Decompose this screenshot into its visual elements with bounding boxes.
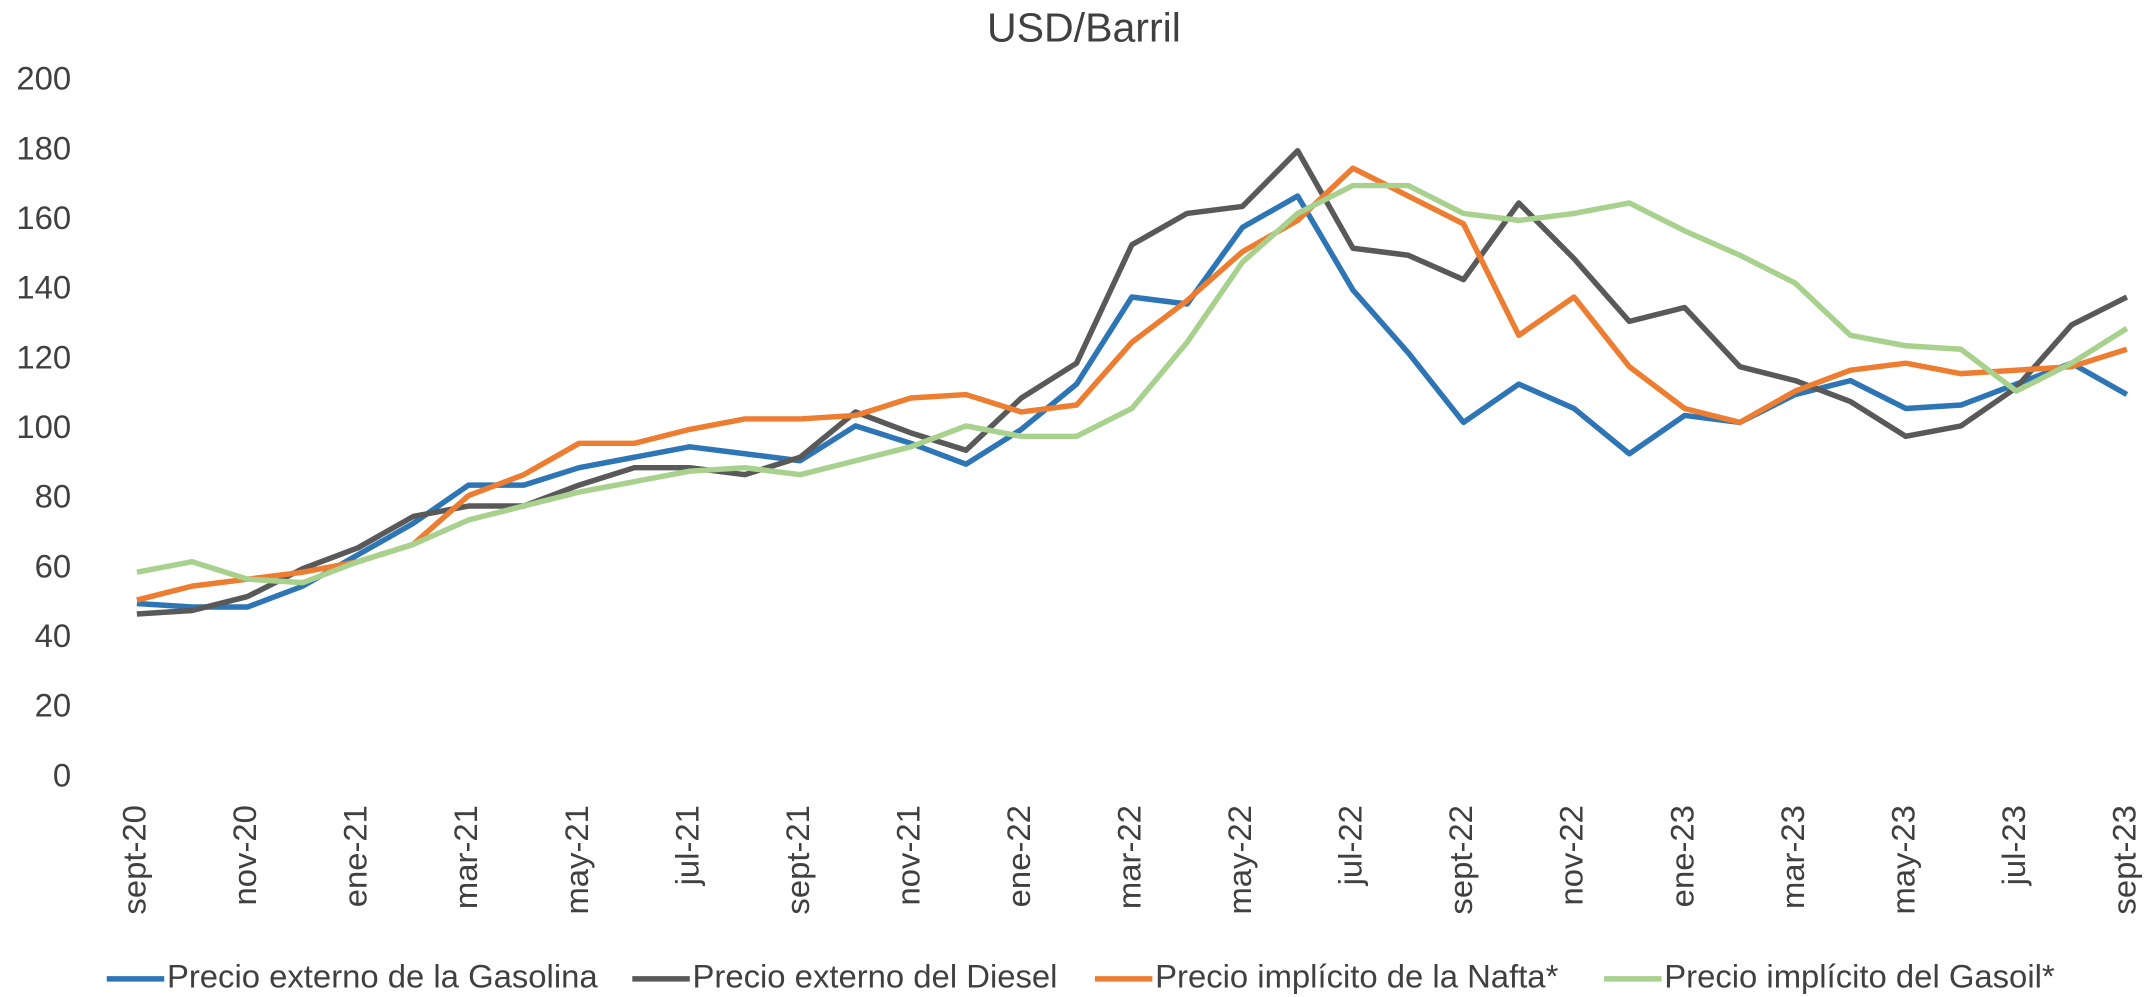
x-tick-label: may-22 [1221, 805, 1258, 914]
x-tick-label: sept-20 [116, 805, 153, 915]
legend-label: Precio implícito del Gasoil* [1664, 958, 2055, 995]
y-tick-label: 60 [35, 547, 72, 584]
legend-label: Precio externo de la Gasolina [167, 958, 598, 995]
y-tick-label: 20 [35, 687, 72, 724]
x-tick-label: jul-22 [1332, 805, 1369, 886]
x-tick-label: nov-21 [889, 805, 926, 905]
x-tick-label: may-23 [1884, 805, 1921, 914]
y-tick-label: 160 [16, 199, 71, 236]
y-tick-label: 100 [16, 408, 71, 445]
x-tick-label: sept-23 [2106, 805, 2143, 915]
x-tick-label: mar-22 [1111, 805, 1148, 909]
line-series [136, 165, 2128, 603]
y-tick-label: 40 [35, 617, 72, 654]
line-series [136, 147, 2129, 617]
x-tick-label: sept-22 [1442, 805, 1479, 915]
y-tick-label: 180 [16, 129, 71, 166]
x-tick-label: jul-23 [1995, 805, 2032, 886]
x-tick-label: ene-22 [1000, 805, 1037, 907]
y-tick-label: 120 [16, 338, 71, 375]
legend-label: Precio implícito de la Nafta* [1155, 958, 1558, 995]
x-tick-label: mar-23 [1774, 805, 1811, 909]
line-series [136, 193, 2129, 610]
chart-title: USD/Barril [987, 4, 1181, 50]
x-tick-label: nov-20 [226, 805, 263, 905]
y-tick-label: 140 [16, 269, 71, 306]
x-tick-label: nov-22 [1553, 805, 1590, 905]
legend-label: Precio externo del Diesel [693, 958, 1058, 995]
x-tick-label: may-21 [558, 805, 595, 914]
x-tick-label: ene-23 [1663, 805, 1700, 907]
y-tick-label: 0 [53, 756, 71, 793]
x-tick-label: jul-21 [668, 805, 705, 886]
y-tick-label: 80 [35, 478, 72, 515]
x-tick-label: mar-21 [447, 805, 484, 909]
y-tick-label: 200 [16, 60, 71, 97]
x-tick-label: ene-21 [337, 805, 374, 907]
x-tick-label: sept-21 [779, 805, 816, 915]
line-series [136, 182, 2129, 586]
